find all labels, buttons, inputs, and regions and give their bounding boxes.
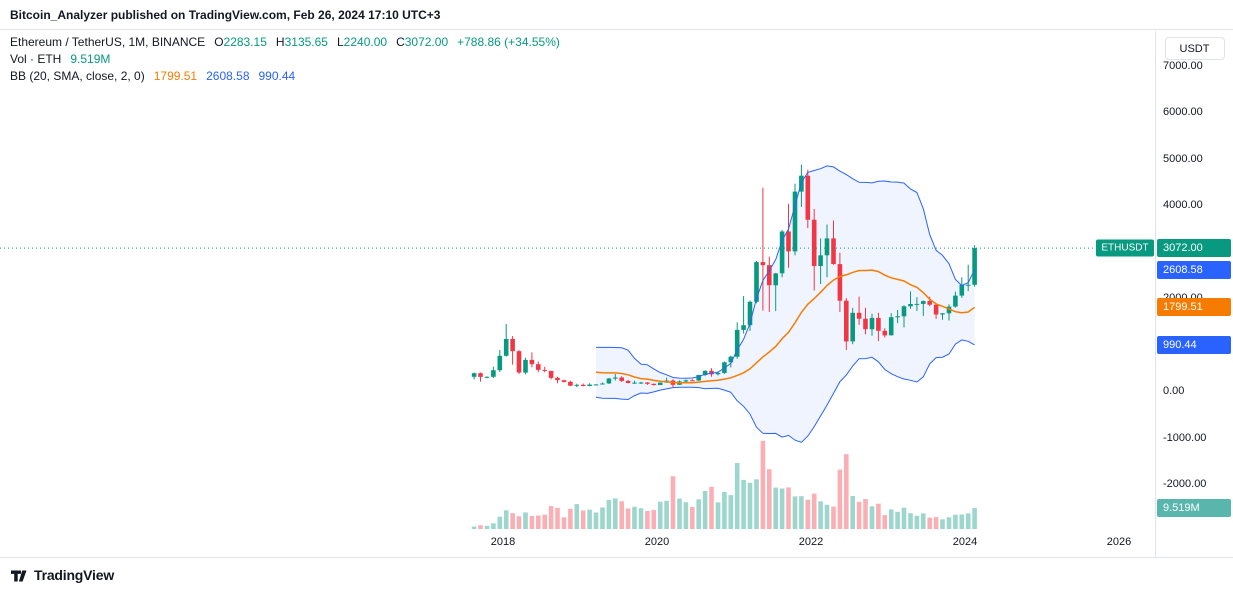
time-axis-label: 2024 xyxy=(952,536,978,548)
low-label: L xyxy=(336,35,344,49)
symbol-price-label-badge: ETHUSDT xyxy=(1096,239,1154,257)
legend-symbol-row: Ethereum / TetherUS, 1M, BINANCE O2283.15… xyxy=(10,34,560,51)
bb-indicator-label: BB (20, SMA, close, 2, 0) xyxy=(10,69,145,83)
change-value: +788.86 (+34.55%) xyxy=(457,35,560,49)
price-badge: 3072.00 xyxy=(1157,239,1231,258)
time-axis-label: 2026 xyxy=(1106,536,1132,548)
bb-lower-line xyxy=(595,339,975,443)
price-badge: 1799.51 xyxy=(1157,298,1231,317)
price-axis[interactable]: USDT 7000.006000.005000.004000.002000.00… xyxy=(1155,31,1233,557)
low-value: 2240.00 xyxy=(343,35,388,49)
bb-fill xyxy=(596,165,975,443)
price-axis-label: 5000.00 xyxy=(1163,152,1203,165)
price-axis-label: -1000.00 xyxy=(1163,431,1207,444)
symbol-title: Ethereum / TetherUS, 1M, BINANCE xyxy=(10,35,206,49)
volume-bars xyxy=(471,440,977,529)
bb-upper-line xyxy=(596,165,976,379)
volume-badge: 9.519M xyxy=(1157,499,1231,517)
time-axis-label: 2020 xyxy=(644,536,670,548)
currency-unit-button[interactable]: USDT xyxy=(1164,37,1225,60)
time-axis-label: 2018 xyxy=(490,536,516,548)
price-axis-label: 6000.00 xyxy=(1163,106,1203,118)
snapshot-header: Bitcoin_Analyzer published on TradingVie… xyxy=(0,0,1233,30)
price-axis-label: 0.00 xyxy=(1163,385,1185,397)
price-chart-svg[interactable] xyxy=(0,31,1155,557)
candles xyxy=(471,164,977,388)
tradingview-brand-text[interactable]: TradingView xyxy=(34,567,115,583)
chart-region[interactable]: Ethereum / TetherUS, 1M, BINANCE O2283.15… xyxy=(0,31,1155,557)
volume-value: 9.519M xyxy=(70,52,111,66)
price-badge: 990.44 xyxy=(1157,335,1231,354)
price-axis-label: 7000.00 xyxy=(1163,59,1203,72)
bb-upper-value: 2608.58 xyxy=(206,69,250,83)
footer-bar: TradingView xyxy=(0,557,1233,592)
volume-label: Vol · ETH xyxy=(10,52,62,66)
price-axis-label: 4000.00 xyxy=(1163,199,1203,211)
bb-lower-value: 990.44 xyxy=(258,69,296,83)
published-line: Bitcoin_Analyzer published on TradingVie… xyxy=(10,7,441,22)
close-label: C xyxy=(396,35,405,49)
price-badge: 2608.58 xyxy=(1157,260,1231,279)
legend-bb-row: BB (20, SMA, close, 2, 0) 1799.51 2608.58 9… xyxy=(10,68,560,85)
high-label: H xyxy=(275,35,285,49)
close-value: 3072.00 xyxy=(404,35,449,49)
bb-basis-line xyxy=(595,269,976,384)
tradingview-logo-icon[interactable] xyxy=(10,566,28,584)
high-value: 3135.65 xyxy=(284,35,328,49)
open-value: 2283.15 xyxy=(223,35,267,49)
open-label: O xyxy=(214,35,224,49)
bb-basis-value: 1799.51 xyxy=(153,69,198,83)
chart-legend: Ethereum / TetherUS, 1M, BINANCE O2283.15… xyxy=(10,34,560,85)
price-axis-label: -2000.00 xyxy=(1163,478,1207,490)
legend-volume-row: Vol · ETH 9.519M xyxy=(10,51,560,68)
time-axis-label: 2022 xyxy=(798,536,824,548)
